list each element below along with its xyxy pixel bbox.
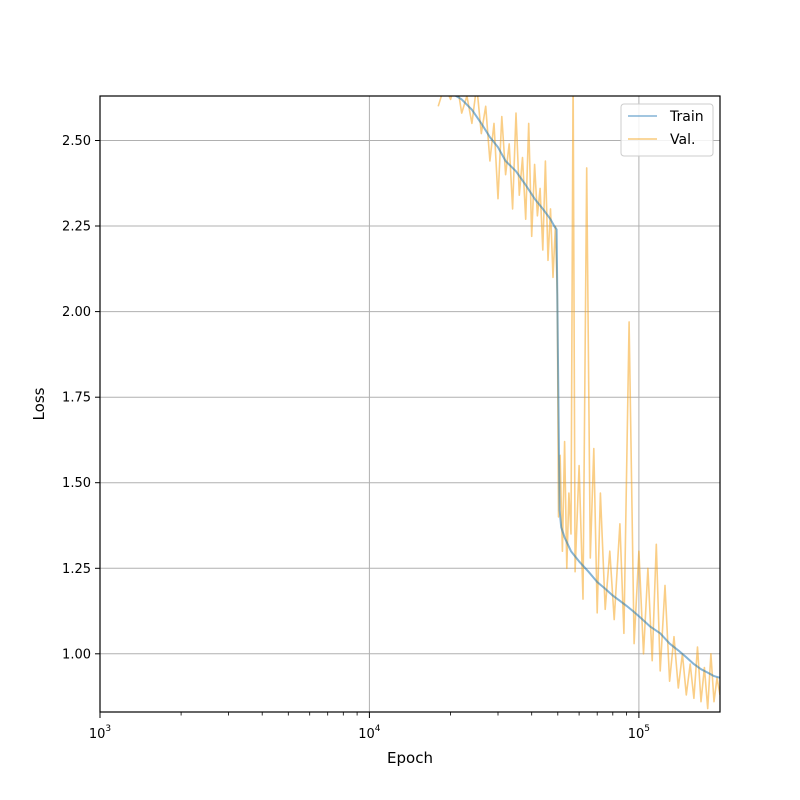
axis-ticks: 1.00 1.25 1.50 1.75 2.00 2.25 2.50 103 104 105 (62, 134, 650, 742)
series-layer (437, 96, 720, 710)
train-series-line (454, 96, 720, 679)
y-tick-label: 1.75 (62, 391, 91, 406)
y-tick-label: 1.00 (62, 647, 91, 662)
legend: Train Val. (620, 103, 714, 157)
x-tick-label: 103 (89, 724, 111, 742)
x-tick-label: 105 (628, 724, 650, 742)
val-series-line (437, 96, 720, 710)
legend-val-label: Val. (670, 132, 695, 148)
x-axis-label: Epoch (387, 749, 433, 767)
legend-train-label: Train (669, 109, 704, 125)
y-tick-label: 2.50 (62, 134, 91, 149)
legend-box (620, 103, 714, 157)
y-tick-label: 2.00 (62, 305, 91, 320)
x-tick-label: 104 (358, 724, 381, 742)
plot-background (100, 96, 720, 712)
plot-frame (99, 95, 721, 713)
y-tick-label: 1.50 (62, 476, 91, 491)
y-tick-label: 2.25 (62, 220, 91, 235)
y-axis-label: Loss (30, 387, 48, 420)
y-tick-label: 1.25 (62, 562, 91, 577)
